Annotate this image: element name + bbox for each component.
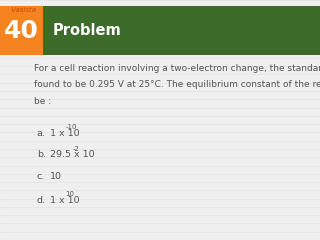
Text: 1 x 10: 1 x 10 [50,196,79,205]
Text: 1 x 10: 1 x 10 [50,129,79,138]
Text: 10: 10 [50,172,61,181]
Text: c.: c. [37,172,45,181]
Text: be :: be : [34,97,51,106]
Text: b.: b. [37,150,46,159]
Text: found to be 0.295 V at 25°C. The equilibrium constant of the reaction at 25°C wi: found to be 0.295 V at 25°C. The equilib… [34,80,320,89]
Bar [43,6,320,55]
Text: d.: d. [37,196,46,205]
Text: -2: -2 [73,146,80,152]
Text: -10: -10 [66,124,77,130]
Text: Problem: Problem [53,23,122,38]
Text: ·Vasista: ·Vasista [10,7,36,13]
Text: 29.5 x 10: 29.5 x 10 [50,150,94,159]
Text: For a cell reaction involving a two-electron change, the standard emf of the cel: For a cell reaction involving a two-elec… [34,64,320,72]
Text: a.: a. [37,129,46,138]
Text: 10: 10 [66,192,75,197]
Text: 40: 40 [4,19,39,43]
Bar [0,6,43,55]
